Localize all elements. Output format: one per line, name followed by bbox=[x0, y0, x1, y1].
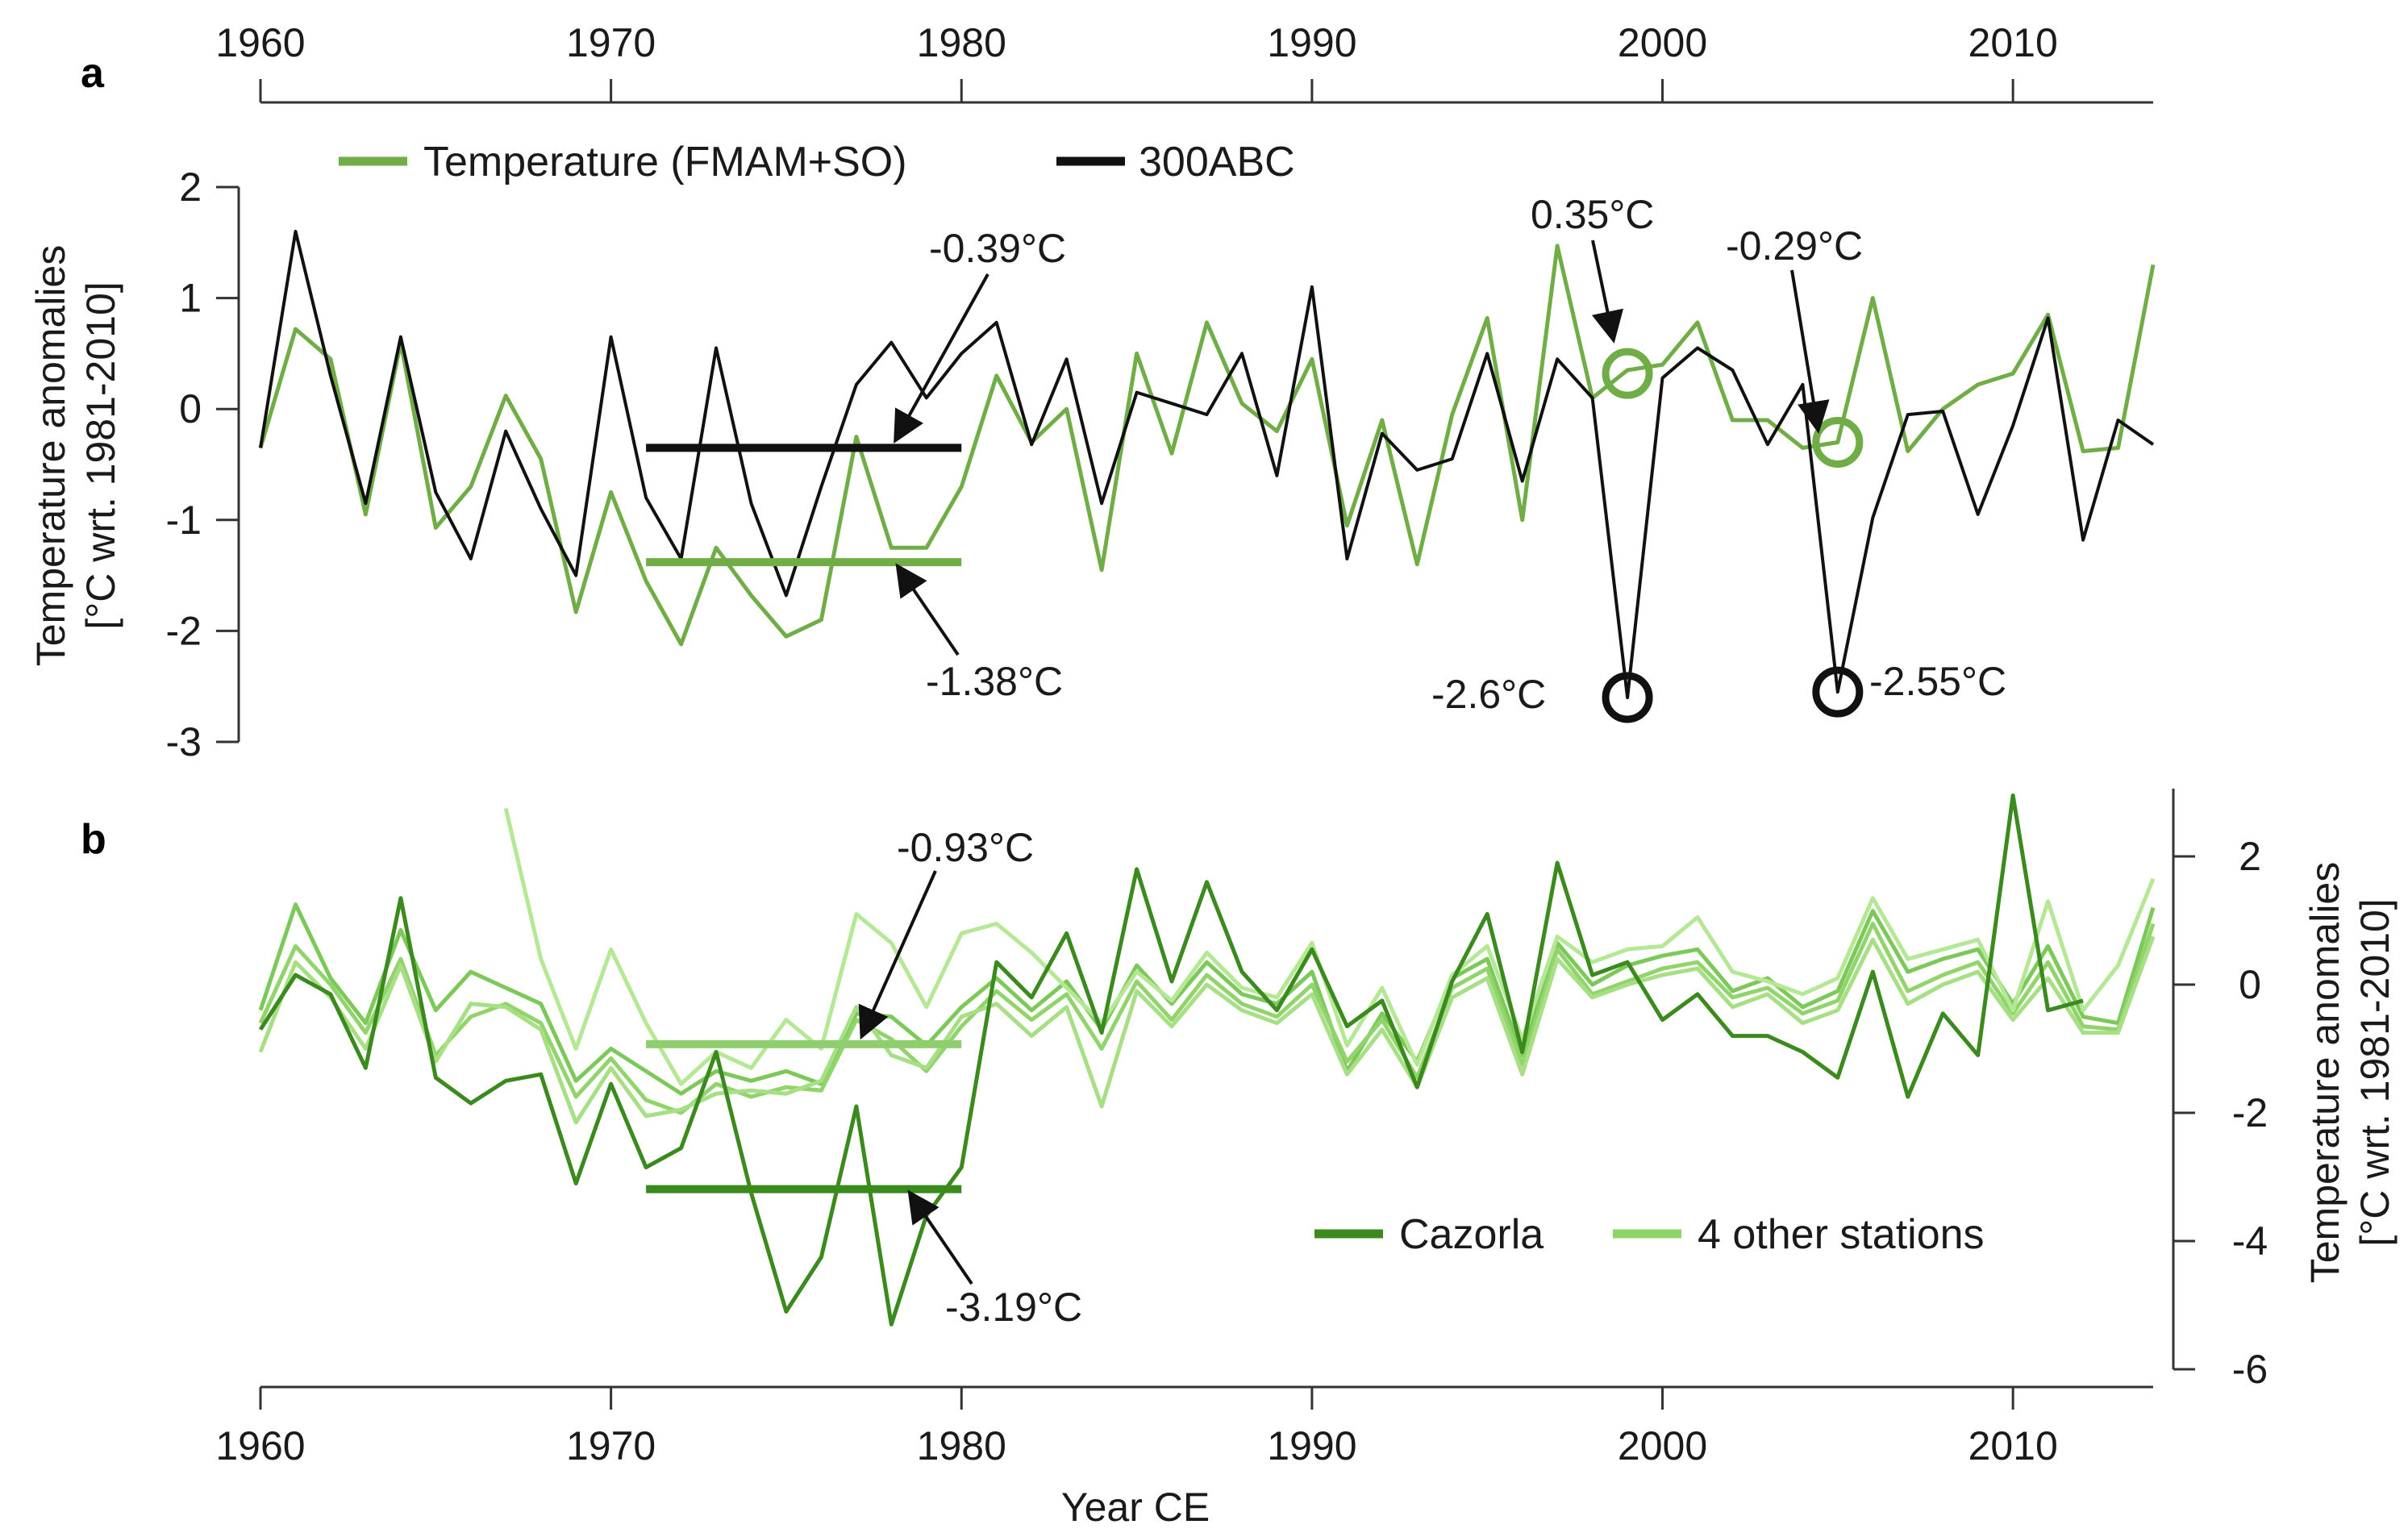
panel-a-circles bbox=[1602, 348, 1864, 723]
a-ytick-label-1: 1 bbox=[179, 276, 202, 321]
b-ytick-label--6: -6 bbox=[2232, 1347, 2268, 1392]
a-ytick-label-2: 2 bbox=[179, 165, 202, 210]
panel-b-ylabel-line2: [°C wrt. 1981-2010] bbox=[2352, 898, 2398, 1246]
a-xtick-label-1990: 1990 bbox=[1267, 20, 1356, 65]
b-series-line-3 bbox=[258, 935, 2156, 1125]
panel-a-letter: a bbox=[81, 50, 105, 97]
anno-arrow-other bbox=[858, 870, 937, 1040]
anno-mean-cazorla-label: -3.19°C bbox=[945, 1285, 1082, 1330]
b-xtick-label-2000: 2000 bbox=[1618, 1423, 1707, 1468]
b-series-line-0 bbox=[258, 793, 2084, 1327]
b-xtick-label-2010: 2010 bbox=[1968, 1423, 2058, 1468]
anno-circle-2005-temp-label: -0.29°C bbox=[1726, 223, 1863, 269]
panel-b-xlabel: Year CE bbox=[1061, 1485, 1210, 1530]
anno-arrow-cazorla bbox=[907, 1189, 973, 1285]
anno-arrow-300abc bbox=[894, 273, 989, 444]
anno-circle-1999-temp-label: 0.35°C bbox=[1531, 192, 1654, 237]
panel-b-legend: Cazorla 4 other stations bbox=[1314, 1211, 1985, 1258]
a-circle-marker-2 bbox=[1602, 672, 1653, 723]
b-xtick-label-1970: 1970 bbox=[566, 1423, 656, 1468]
panel-b-series bbox=[258, 793, 2156, 1327]
b-series-line-4 bbox=[503, 807, 2156, 1086]
b-xtick-label-1980: 1980 bbox=[917, 1423, 1006, 1468]
panel-a-ylabel-line1: Temperature anomalies bbox=[28, 245, 73, 667]
b-series-line-1 bbox=[258, 902, 2156, 1096]
legend-label-temperature: Temperature (FMAM+SO) bbox=[423, 139, 907, 185]
anno-arrow-temp bbox=[895, 563, 960, 656]
panel-b-letter: b bbox=[81, 816, 106, 863]
a-series-line-0 bbox=[258, 244, 2156, 647]
a-ytick-label--3: -3 bbox=[166, 719, 202, 764]
panel-b-means bbox=[646, 1039, 962, 1193]
b-ytick-label-0: 0 bbox=[2239, 962, 2261, 1007]
b-xtick-label-1960: 1960 bbox=[215, 1423, 305, 1468]
panel-a-means bbox=[646, 444, 962, 567]
panel-a-legend: Temperature (FMAM+SO) 300ABC bbox=[339, 139, 1295, 185]
b-ytick-label-2: 2 bbox=[2239, 834, 2261, 879]
a-ytick-label-0: 0 bbox=[179, 386, 202, 431]
panel-b-y-ticks: 2 0 -2 -4 -6 bbox=[2173, 834, 2268, 1392]
a-ytick-label--2: -2 bbox=[166, 608, 202, 653]
a-circle-marker-3 bbox=[1812, 666, 1864, 718]
a-xtick-label-2010: 2010 bbox=[1968, 20, 2058, 65]
anno-circle-1999-abc-label: -2.6°C bbox=[1431, 672, 1546, 717]
panel-b-x-ticks: 1960 1970 1980 1990 2000 2010 bbox=[215, 1387, 2058, 1468]
panel-a: 1960 1970 1980 1990 2000 2010 2 1 0 -1 -2 -3 Tempe… bbox=[28, 20, 2156, 764]
panel-b-ylabel-line1: Temperature anomalies bbox=[2302, 862, 2348, 1284]
a-xtick-label-2000: 2000 bbox=[1618, 20, 1707, 65]
a-series-line-1 bbox=[259, 230, 2155, 699]
b-xtick-label-1990: 1990 bbox=[1267, 1423, 1356, 1468]
a-circle-marker-0 bbox=[1602, 348, 1653, 399]
anno-arrow-2005 bbox=[1790, 269, 1830, 434]
panel-a-x-ticks: 1960 1970 1980 1990 2000 2010 bbox=[215, 20, 2058, 102]
anno-mean-300abc-label: -0.39°C bbox=[929, 226, 1066, 271]
a-xtick-label-1980: 1980 bbox=[917, 20, 1006, 65]
anno-mean-temp-label: -1.38°C bbox=[926, 659, 1063, 704]
legend-label-other-stations: 4 other stations bbox=[1698, 1211, 1985, 1258]
b-ytick-label--2: -2 bbox=[2232, 1090, 2268, 1135]
a-circle-marker-1 bbox=[1812, 416, 1864, 468]
legend-label-300abc: 300ABC bbox=[1139, 139, 1295, 185]
panel-a-ylabel-line2: [°C wrt. 1981-2010] bbox=[78, 281, 123, 629]
a-xtick-label-1970: 1970 bbox=[566, 20, 656, 65]
anno-arrow-1999 bbox=[1591, 240, 1624, 344]
panel-b: 1960 1970 1980 1990 2000 2010 2 0 -2 -4 -6 Year C… bbox=[215, 789, 2398, 1530]
a-ytick-label--1: -1 bbox=[166, 498, 202, 543]
legend-label-cazorla: Cazorla bbox=[1399, 1211, 1544, 1258]
anno-circle-2005-abc-label: -2.55°C bbox=[1869, 659, 2006, 704]
b-series-line-2 bbox=[258, 922, 2156, 1115]
a-xtick-label-1960: 1960 bbox=[215, 20, 305, 65]
panel-a-y-ticks: 2 1 0 -1 -2 -3 bbox=[166, 165, 239, 764]
anno-mean-other-label: -0.93°C bbox=[897, 825, 1034, 870]
panel-a-series bbox=[258, 230, 2156, 699]
b-ytick-label--4: -4 bbox=[2232, 1218, 2268, 1264]
